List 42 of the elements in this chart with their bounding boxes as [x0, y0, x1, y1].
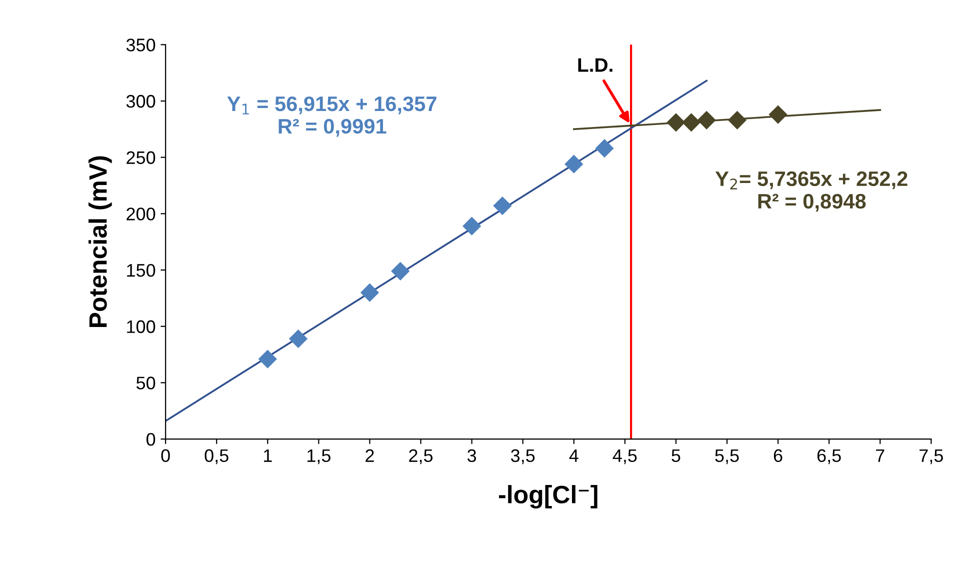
y-tick-label: 300 [126, 94, 156, 108]
x-tick-label: 5,5 [715, 449, 739, 464]
x-tick-label: 2,5 [409, 449, 433, 464]
point [493, 196, 512, 216]
x-tick-label: 6 [774, 449, 782, 462]
x-tick-label: 2 [366, 449, 374, 462]
point [288, 329, 308, 348]
point [768, 105, 788, 124]
point [728, 110, 747, 130]
x-tick-label: 6,5 [817, 449, 841, 464]
x-tick-label: 4 [569, 449, 578, 462]
x-tick-label: 7,5 [920, 449, 943, 464]
x-tick-label: 5 [672, 449, 680, 462]
x-tick-label: 3,5 [510, 449, 535, 464]
y-tick-label: 250 [126, 151, 156, 164]
y-tick-label: 150 [127, 264, 156, 277]
annotation: L.D. [578, 58, 612, 72]
x-tick-label: 0 [161, 449, 170, 462]
point [697, 110, 716, 130]
x-tick-label: 4,5 [612, 449, 637, 464]
point [666, 113, 686, 132]
point [682, 113, 701, 132]
y-tick-label: 50 [136, 376, 156, 390]
point [360, 283, 380, 302]
annotation: Y$_{2}$= 5,7365x + 252,2 R² = 0,8948 [715, 171, 908, 212]
y-axis-title: Potencial (mV) [88, 156, 112, 328]
x-tick-label: 0,5 [204, 449, 228, 464]
y-tick-label: 350 [126, 38, 156, 52]
x-tick-label: 1,5 [308, 449, 330, 464]
point [258, 350, 277, 368]
y-tick-label: 100 [127, 320, 156, 334]
x-axis-title: -log[Cl⁻] [499, 485, 598, 508]
y-tick-label: 0 [146, 432, 156, 446]
x-tick-label: 1 [264, 449, 272, 462]
point [564, 154, 584, 174]
point [595, 139, 614, 158]
x-tick-label: 3 [467, 449, 476, 462]
annotation: Y$_{1}$ = 56,915x + 16,357 R² = 0,9991 [227, 96, 436, 137]
point [462, 216, 482, 236]
x-tick-label: 7 [876, 449, 884, 462]
point [391, 262, 410, 280]
y-tick-label: 200 [126, 208, 156, 220]
